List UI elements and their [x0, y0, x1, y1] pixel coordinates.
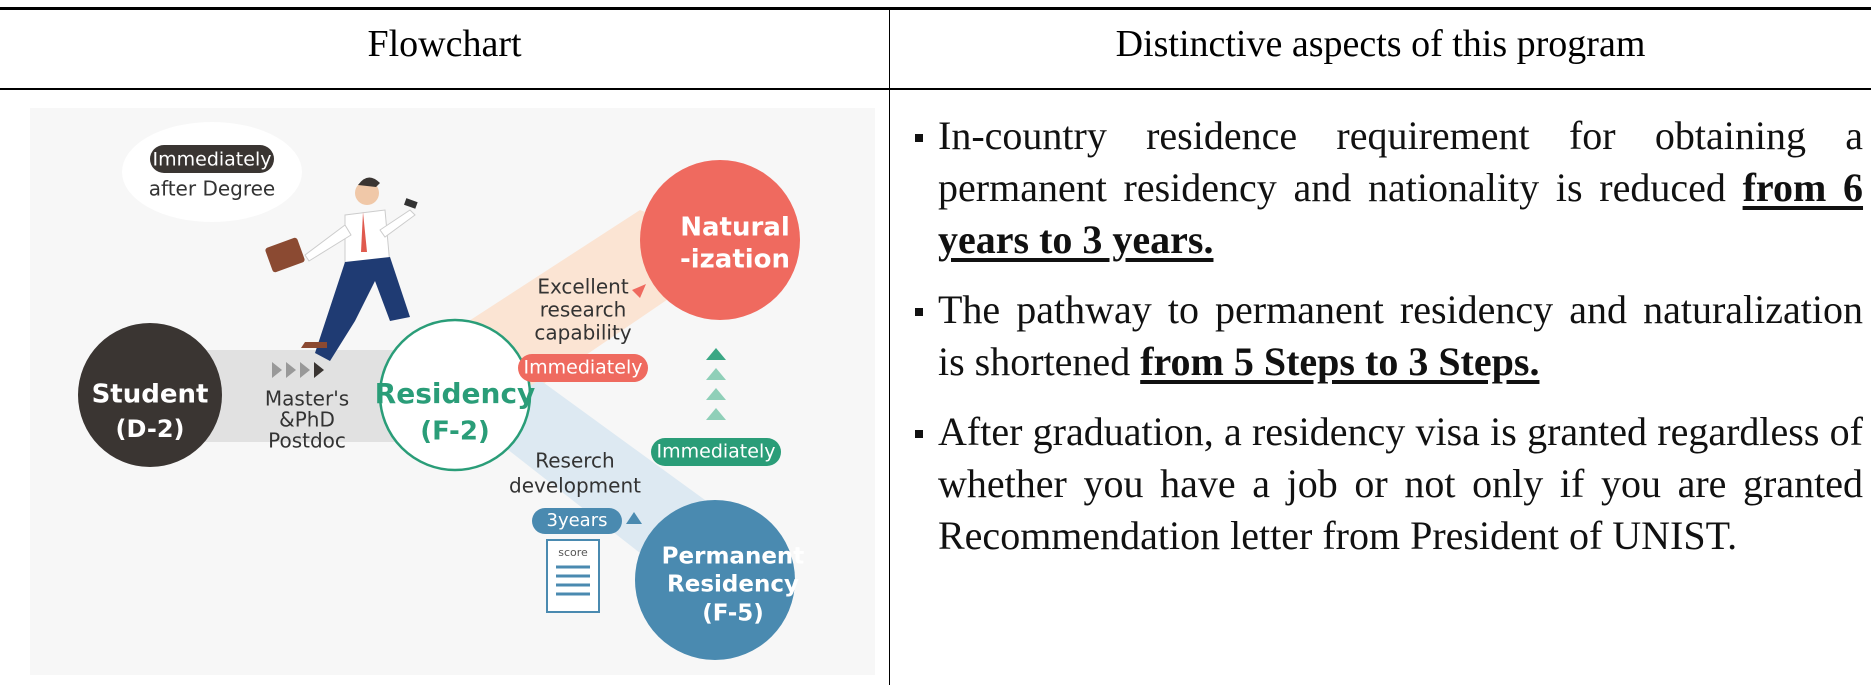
header-cell: Flowchart: [367, 23, 522, 65]
label: Master's: [265, 387, 349, 411]
label: Postdoc: [268, 429, 346, 453]
bullet: The pathway to permanent residency and n…: [915, 284, 1863, 388]
bullet: In-country residence requirement for obt…: [915, 110, 1863, 266]
node-label: (D-2): [116, 415, 185, 443]
arrows: [706, 348, 726, 420]
header-cell: Distinctive aspects of this program: [1115, 23, 1646, 65]
label: after Degree: [149, 177, 275, 201]
label: Immediately: [153, 149, 272, 171]
label: Immediately: [524, 357, 643, 379]
label: research: [540, 298, 627, 322]
bullet-list: In-country residence requirement for obt…: [915, 110, 1863, 580]
person-figure: [265, 177, 418, 361]
node-label: Permanent: [662, 544, 805, 570]
node-label: (F-2): [420, 417, 490, 447]
bullet: After graduation, a residency visa is gr…: [915, 406, 1863, 562]
table-top-rule: [0, 7, 1871, 10]
label: Reserch: [535, 449, 614, 473]
column-divider: [889, 8, 890, 685]
node: [640, 160, 800, 320]
node-label: Residency: [667, 572, 799, 598]
node: [378, 318, 532, 472]
bullet-text: After graduation, a residency visa is gr…: [938, 409, 1863, 558]
label: capability: [534, 321, 631, 345]
node-label: Residency: [375, 377, 536, 410]
pill: [651, 438, 781, 466]
label: Excellent: [537, 275, 629, 299]
node-label: Natural: [680, 213, 790, 243]
pill: [150, 145, 274, 173]
node-label: Student: [92, 380, 209, 410]
label: development: [509, 474, 641, 498]
label: 3years: [547, 510, 608, 531]
score-lines: [556, 565, 590, 596]
arrow: [632, 284, 646, 298]
node-label: -ization: [680, 245, 790, 275]
label: &PhD: [279, 408, 335, 432]
pill: [532, 508, 622, 534]
header-rule: [0, 88, 1871, 90]
flowchart: Immediately after Degree Student (D-2) M…: [30, 108, 875, 675]
arrows: [272, 362, 324, 378]
bullet-text: In-country residence requirement for obt…: [938, 113, 1863, 210]
node-label: (F-5): [702, 601, 764, 627]
bullet-text: The pathway to permanent residency and n…: [938, 287, 1863, 384]
node: [635, 500, 795, 660]
label: score: [558, 546, 588, 559]
node: [78, 323, 222, 467]
label: Immediately: [657, 441, 776, 463]
pill: [518, 354, 648, 382]
arrow: [626, 512, 642, 524]
bullet-emphasis: from 5 Steps to 3 Steps.: [1140, 339, 1540, 384]
bullet-emphasis: from 6 years to 3 years.: [938, 165, 1864, 262]
